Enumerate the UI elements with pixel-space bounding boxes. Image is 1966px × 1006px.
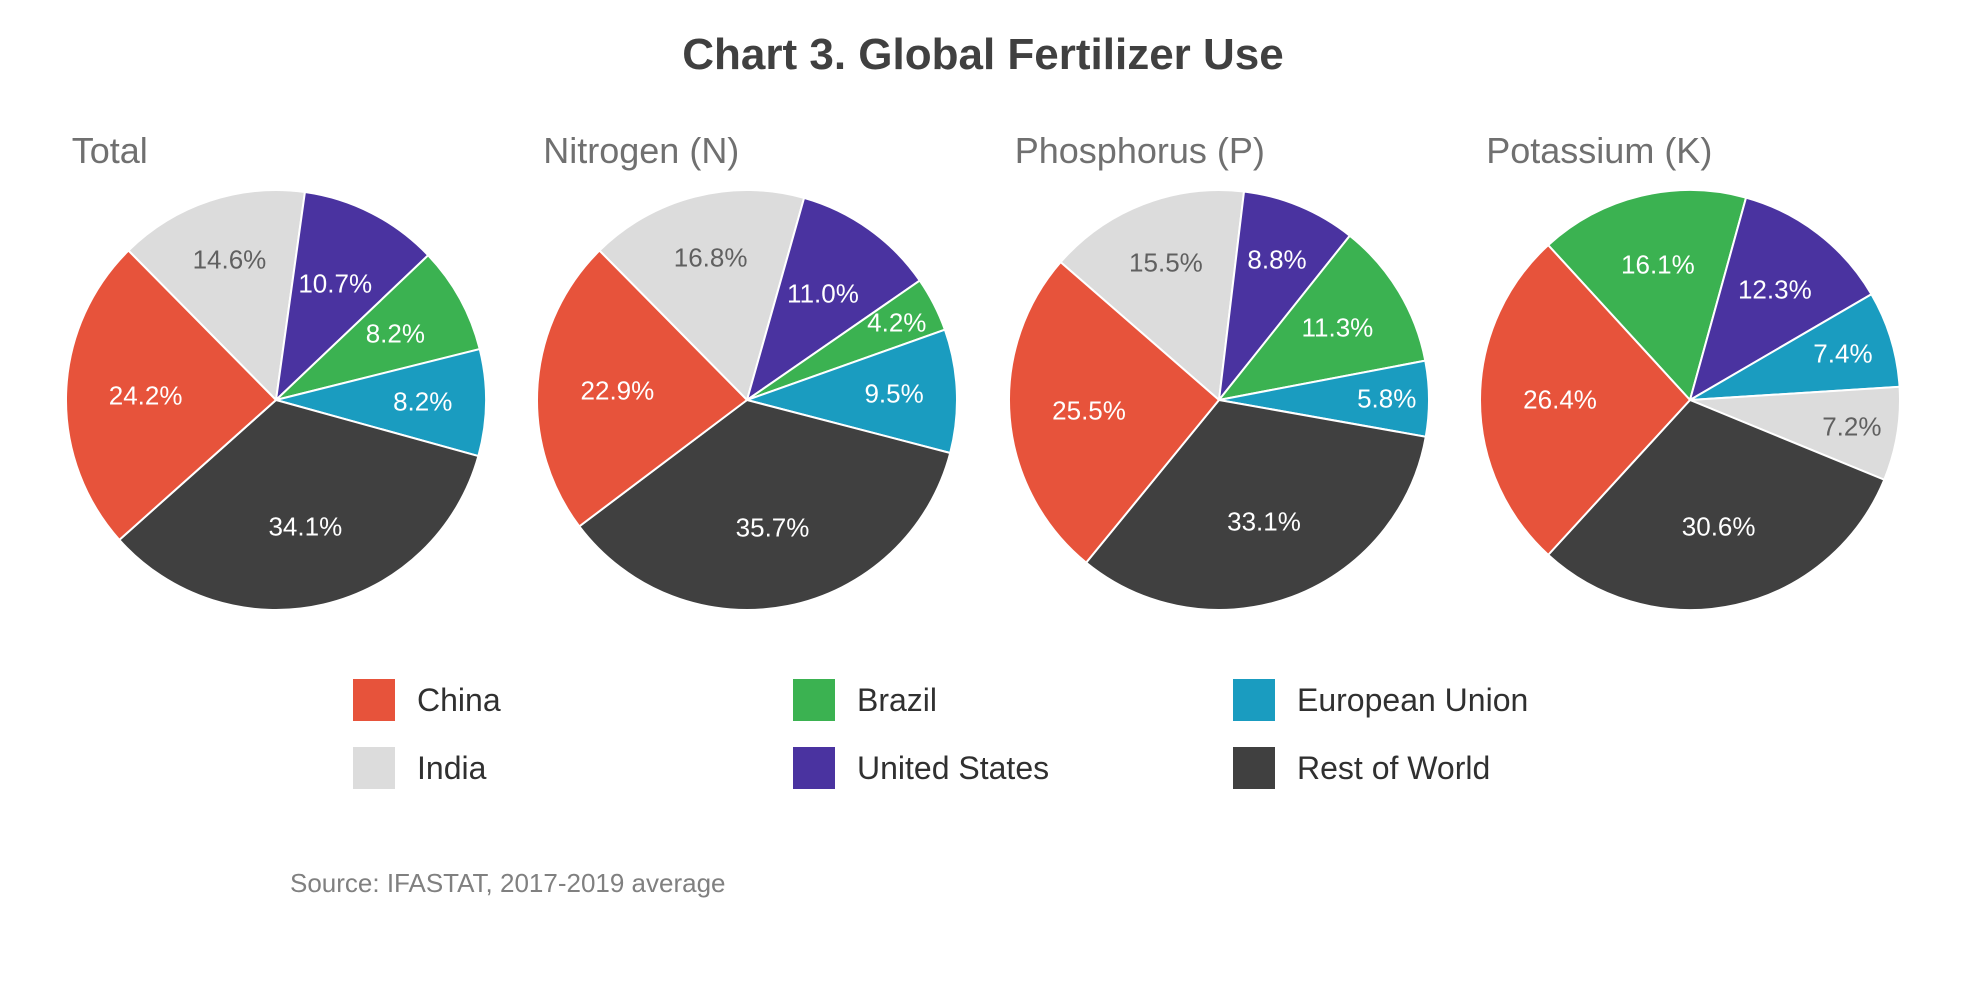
pie-holder: 14.6%10.7%8.2%8.2%34.1%24.2%	[66, 190, 486, 610]
pie-panel: Total 14.6%10.7%8.2%8.2%34.1%24.2%	[66, 130, 486, 610]
pie-chart	[1009, 190, 1429, 610]
pie-subtitle: Phosphorus (P)	[1015, 130, 1265, 172]
pie-holder: 16.1%12.3%7.4%7.2%30.6%26.4%	[1480, 190, 1900, 610]
legend-swatch	[1233, 747, 1275, 789]
legend-item-us: United States	[793, 738, 1173, 798]
legend-item-brazil: Brazil	[793, 670, 1173, 730]
pie-chart	[66, 190, 486, 610]
legend-swatch	[353, 679, 395, 721]
pie-holder: 15.5%8.8%11.3%5.8%33.1%25.5%	[1009, 190, 1429, 610]
pie-panel: Nitrogen (N) 16.8%11.0%4.2%9.5%35.7%22.9%	[537, 130, 957, 610]
pie-chart	[1480, 190, 1900, 610]
pie-panel: Phosphorus (P) 15.5%8.8%11.3%5.8%33.1%25.…	[1009, 130, 1429, 610]
pie-row: Total14.6%10.7%8.2%8.2%34.1%24.2%Nitroge…	[0, 130, 1966, 610]
pie-chart	[537, 190, 957, 610]
legend-label: United States	[857, 750, 1049, 787]
legend-swatch	[1233, 679, 1275, 721]
pie-subtitle: Nitrogen (N)	[543, 130, 739, 172]
legend-item-china: China	[353, 670, 733, 730]
legend-item-eu: European Union	[1233, 670, 1613, 730]
legend-label: Brazil	[857, 682, 937, 719]
legend-label: Rest of World	[1297, 750, 1490, 787]
legend-swatch	[793, 679, 835, 721]
pie-holder: 16.8%11.0%4.2%9.5%35.7%22.9%	[537, 190, 957, 610]
legend-item-india: India	[353, 738, 733, 798]
legend-label: China	[417, 682, 501, 719]
source-note: Source: IFASTAT, 2017-2019 average	[290, 868, 1966, 899]
legend: China Brazil European Union India United Sta…	[0, 670, 1966, 798]
legend-item-row: Rest of World	[1233, 738, 1613, 798]
pie-subtitle: Potassium (K)	[1486, 130, 1712, 172]
legend-label: European Union	[1297, 682, 1528, 719]
legend-label: India	[417, 750, 486, 787]
chart-title: Chart 3. Global Fertilizer Use	[0, 30, 1966, 80]
pie-subtitle: Total	[72, 130, 148, 172]
chart-container: Chart 3. Global Fertilizer Use Total 14.6…	[0, 0, 1966, 1006]
pie-panel: Potassium (K) 16.1%12.3%7.4%7.2%30.6%26.4…	[1480, 130, 1900, 610]
legend-swatch	[793, 747, 835, 789]
legend-swatch	[353, 747, 395, 789]
